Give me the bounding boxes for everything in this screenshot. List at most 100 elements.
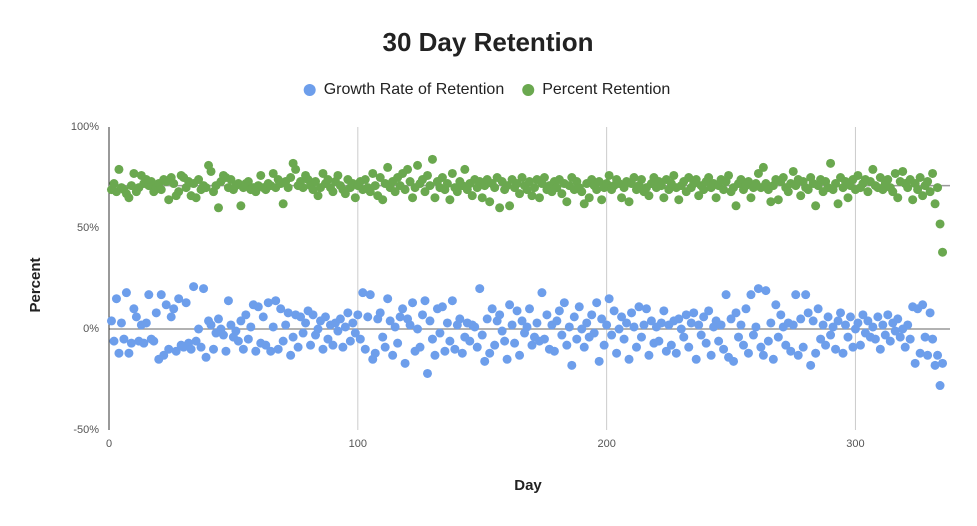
legend: Growth Rate of Retention Percent Retentio…	[303, 81, 670, 98]
point	[313, 324, 323, 334]
point	[286, 350, 296, 360]
point	[470, 322, 480, 332]
point	[574, 302, 584, 312]
point	[447, 168, 457, 178]
point	[378, 332, 388, 342]
point	[256, 170, 266, 180]
point	[505, 300, 515, 310]
point	[413, 160, 423, 170]
point	[669, 170, 679, 180]
point	[116, 318, 126, 328]
point	[761, 286, 771, 296]
point	[771, 300, 781, 310]
point	[691, 354, 701, 364]
point	[855, 340, 865, 350]
point	[403, 164, 413, 174]
point	[813, 304, 823, 314]
point	[226, 320, 236, 330]
point	[241, 310, 251, 320]
point	[209, 344, 219, 354]
point	[502, 181, 512, 191]
point	[900, 342, 910, 352]
point	[490, 183, 500, 193]
point	[773, 332, 783, 342]
point	[365, 187, 375, 197]
point	[895, 332, 905, 342]
point	[375, 308, 385, 318]
point	[923, 177, 933, 187]
point	[671, 348, 681, 358]
point	[796, 314, 806, 324]
point	[858, 310, 868, 320]
point	[592, 185, 602, 195]
point	[935, 381, 945, 391]
point	[383, 162, 393, 172]
point	[500, 336, 510, 346]
point	[196, 342, 206, 352]
point	[440, 346, 450, 356]
point	[238, 344, 248, 354]
point	[515, 189, 525, 199]
point	[226, 175, 236, 185]
point	[604, 170, 614, 180]
point	[577, 187, 587, 197]
point	[139, 338, 149, 348]
point	[194, 324, 204, 334]
point	[674, 195, 684, 205]
point	[549, 346, 559, 356]
point	[823, 312, 833, 322]
point	[564, 322, 574, 332]
point	[622, 318, 632, 328]
point	[124, 348, 134, 358]
point	[370, 181, 380, 191]
point	[457, 348, 467, 358]
point	[161, 300, 171, 310]
point	[301, 318, 311, 328]
point	[880, 330, 890, 340]
point	[933, 350, 943, 360]
point	[773, 195, 783, 205]
x-axis-label: Day	[514, 477, 542, 494]
point	[928, 168, 938, 178]
point	[360, 344, 370, 354]
point	[213, 203, 223, 213]
point	[798, 342, 808, 352]
point	[816, 334, 826, 344]
point	[848, 342, 858, 352]
point	[363, 312, 373, 322]
point	[413, 324, 423, 334]
point	[355, 334, 365, 344]
point	[627, 308, 637, 318]
point	[253, 302, 263, 312]
point	[400, 358, 410, 368]
point	[291, 164, 301, 174]
point	[788, 166, 798, 176]
point	[753, 168, 763, 178]
point	[525, 177, 534, 187]
point	[191, 336, 201, 346]
point	[542, 310, 552, 320]
point	[890, 168, 900, 178]
point	[129, 168, 139, 178]
point	[174, 187, 184, 197]
point	[169, 304, 179, 314]
point	[617, 193, 627, 203]
point	[724, 170, 734, 180]
point	[587, 310, 597, 320]
point	[450, 344, 460, 354]
point	[422, 170, 432, 180]
point	[746, 290, 756, 300]
point	[833, 316, 843, 326]
point	[863, 187, 873, 197]
legend-label: Growth Rate of Retention	[324, 81, 505, 98]
point	[577, 324, 587, 334]
point	[619, 334, 629, 344]
point	[836, 308, 846, 318]
point	[569, 312, 579, 322]
point	[131, 312, 141, 322]
point	[793, 350, 803, 360]
point	[276, 304, 286, 314]
point	[885, 336, 895, 346]
